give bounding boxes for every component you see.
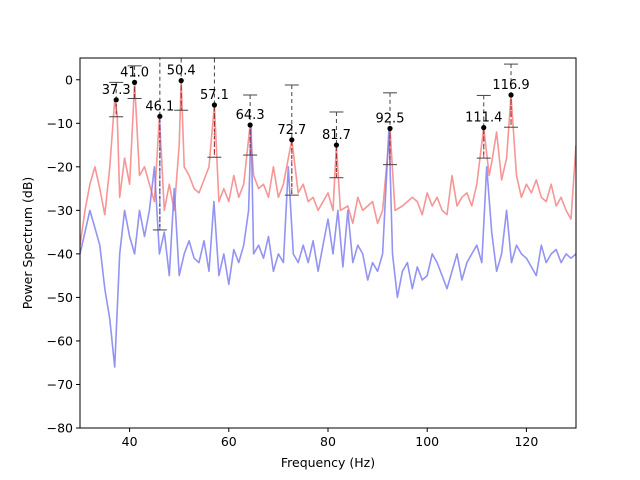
peak-label: 37.3 bbox=[102, 83, 131, 98]
peak-label: 72.7 bbox=[277, 123, 306, 138]
y-tick-label: −80 bbox=[47, 421, 73, 436]
peak-label: 41.0 bbox=[120, 65, 149, 80]
peak-label: 57.1 bbox=[200, 88, 229, 103]
peak-marker bbox=[508, 92, 514, 98]
x-tick-label: 80 bbox=[320, 434, 336, 449]
x-tick-label: 40 bbox=[122, 434, 138, 449]
y-tick-label: −60 bbox=[47, 333, 73, 348]
peak-label: 116.9 bbox=[492, 78, 529, 93]
series-line-blue bbox=[80, 123, 576, 368]
peak-label-layer: 37.3 41.0 46.1 50.4 57.1 64.3 72.7 81.7 92.5 111.… bbox=[102, 64, 530, 143]
y-tick-label: −30 bbox=[47, 203, 73, 218]
peak-label: 92.5 bbox=[376, 112, 405, 127]
peak-marker bbox=[289, 137, 295, 143]
peak-marker bbox=[113, 97, 119, 103]
peak-marker bbox=[131, 79, 138, 85]
peak-marker bbox=[178, 78, 184, 84]
x-tick-label: 120 bbox=[514, 434, 538, 449]
peak-marker bbox=[247, 122, 253, 128]
y-tick-label: 0 bbox=[65, 72, 73, 87]
x-tick-label: 60 bbox=[221, 434, 237, 449]
y-tick-label: −50 bbox=[47, 290, 73, 305]
peak-marker bbox=[157, 113, 163, 119]
y-axis-label: Power Spectrum (dB) bbox=[20, 177, 35, 310]
y-tick-label: −40 bbox=[47, 246, 73, 261]
y-tick-label: −20 bbox=[47, 159, 73, 174]
series-layer bbox=[80, 79, 576, 368]
peak-label: 81.7 bbox=[322, 128, 351, 143]
peak-marker bbox=[481, 125, 487, 131]
x-axis-label: Frequency (Hz) bbox=[281, 455, 375, 470]
peak-marker bbox=[333, 142, 340, 148]
peak-label: 46.1 bbox=[145, 99, 174, 114]
peak-layer bbox=[109, 58, 519, 231]
x-tick-label: 100 bbox=[415, 434, 439, 449]
series-line-red bbox=[80, 79, 576, 246]
peak-marker bbox=[387, 125, 393, 132]
y-axis: −80 −70 −60 −50 −40 −30 −20 −10 0 bbox=[47, 72, 80, 436]
peak-label: 111.4 bbox=[465, 111, 502, 126]
peak-label: 50.4 bbox=[167, 64, 196, 79]
y-tick-label: −10 bbox=[47, 116, 73, 131]
peak-label: 64.3 bbox=[236, 108, 265, 123]
x-axis: 40 60 80 100 120 bbox=[122, 428, 538, 449]
peak-marker bbox=[211, 102, 218, 108]
y-tick-label: −70 bbox=[47, 377, 73, 392]
